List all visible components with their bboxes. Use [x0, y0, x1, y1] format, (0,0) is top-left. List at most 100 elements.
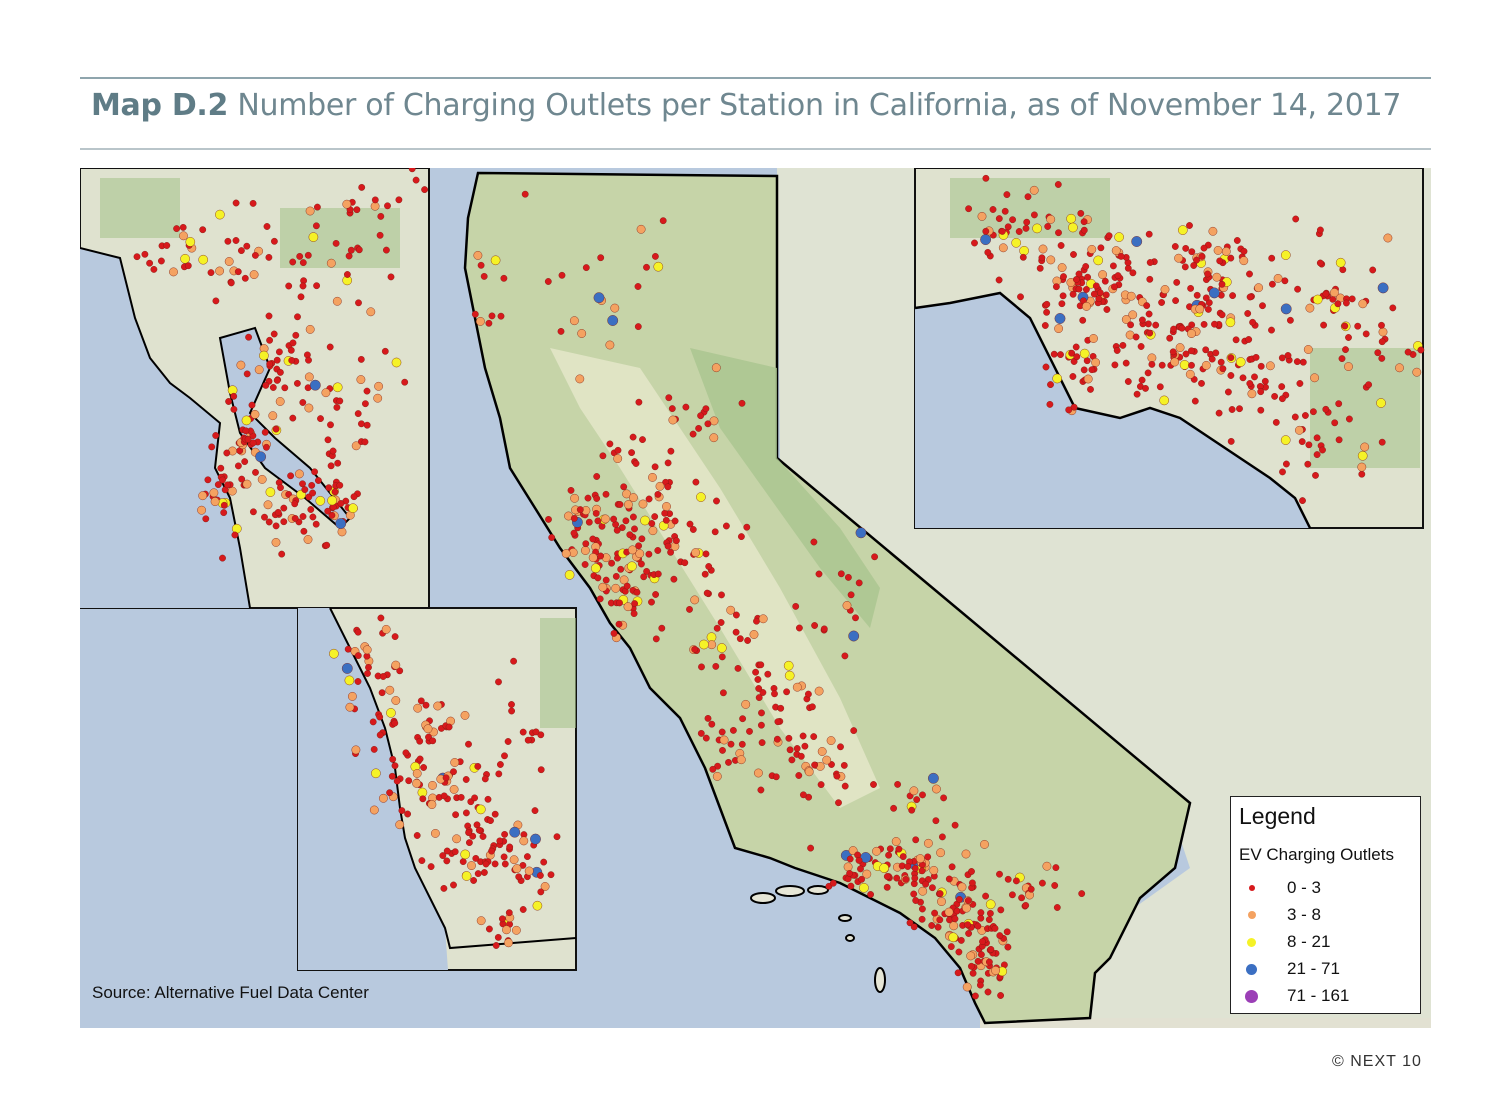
station-dot	[1075, 270, 1083, 278]
station-dot	[1268, 254, 1276, 262]
station-dot	[570, 514, 578, 522]
station-dot	[1348, 295, 1356, 303]
inset-bay-area[interactable]	[80, 168, 430, 609]
station-dot	[204, 476, 212, 484]
station-dot	[597, 552, 604, 560]
station-dot	[487, 817, 494, 824]
station-dot	[949, 921, 959, 931]
station-dot	[1305, 441, 1313, 449]
station-dot	[289, 414, 297, 422]
station-dot	[146, 259, 154, 267]
station-dot	[524, 736, 532, 744]
station-dot	[1272, 418, 1280, 426]
station-dot	[287, 472, 295, 480]
station-dot	[995, 215, 1003, 222]
station-dot	[1009, 216, 1016, 224]
station-dot	[686, 605, 693, 613]
station-dot	[1198, 379, 1205, 387]
station-dot	[613, 454, 623, 463]
station-dot	[353, 206, 361, 214]
station-dot	[332, 382, 343, 393]
station-dot	[354, 678, 362, 685]
station-dot	[1178, 225, 1188, 235]
station-dot	[1279, 468, 1286, 476]
station-dot	[569, 316, 579, 326]
station-dot	[347, 692, 357, 701]
station-dot	[1079, 348, 1090, 359]
station-dot	[833, 772, 841, 780]
station-dot	[1247, 389, 1257, 399]
station-dot	[521, 190, 529, 198]
station-dot	[1204, 270, 1212, 278]
station-dot	[720, 689, 727, 697]
station-dot	[725, 759, 732, 766]
station-dot	[465, 740, 472, 748]
station-dot	[1211, 320, 1218, 328]
station-dot	[439, 852, 447, 859]
station-dot	[743, 523, 751, 531]
station-dot	[1357, 462, 1367, 472]
station-dot	[350, 493, 358, 501]
station-dot	[356, 375, 366, 385]
station-dot	[1335, 436, 1343, 444]
station-dot	[459, 858, 467, 865]
station-dot	[951, 915, 959, 923]
legend-label: 3 - 8	[1287, 905, 1322, 924]
station-dot	[272, 425, 280, 433]
map-canvas[interactable]	[80, 168, 1431, 1028]
station-dot	[508, 701, 515, 708]
station-dot	[822, 755, 832, 765]
station-dot	[274, 508, 282, 516]
station-dot	[867, 891, 874, 898]
legend: Legend EV Charging Outlets 0 - 3 3 - 8 8…	[1230, 796, 1421, 1014]
station-dot	[249, 270, 259, 280]
station-dot	[730, 727, 737, 734]
station-dot	[452, 811, 459, 819]
station-dot	[605, 340, 615, 350]
station-dot	[629, 433, 637, 441]
station-dot	[1138, 376, 1146, 384]
station-dot	[460, 711, 470, 720]
station-dot	[774, 735, 781, 743]
station-dot	[275, 397, 285, 406]
station-dot	[978, 951, 985, 958]
station-dot	[412, 176, 420, 184]
station-dot	[846, 870, 853, 877]
station-dot	[1013, 877, 1020, 885]
station-dot	[1004, 875, 1012, 883]
station-dot	[423, 724, 433, 734]
station-dot	[758, 614, 768, 624]
legend-swatch	[1246, 963, 1257, 975]
station-dot	[1017, 293, 1024, 301]
station-dot	[180, 254, 190, 264]
station-dot	[1378, 327, 1388, 337]
station-dot	[313, 203, 321, 211]
station-dot	[496, 837, 504, 845]
station-dot	[377, 213, 385, 220]
station-dot	[1004, 223, 1012, 231]
station-dot	[1052, 864, 1060, 871]
station-dot	[624, 500, 633, 509]
station-dot	[337, 500, 345, 507]
station-dot	[1132, 333, 1140, 341]
inset-san-diego[interactable]	[297, 607, 577, 971]
station-dot	[1146, 329, 1154, 337]
station-dot	[1142, 384, 1149, 392]
station-dot	[997, 906, 1005, 914]
station-dot	[786, 746, 794, 754]
station-dot	[608, 559, 615, 567]
station-dot	[807, 844, 814, 852]
station-dot	[741, 700, 751, 709]
station-dot	[505, 909, 513, 917]
station-dot	[708, 720, 716, 728]
station-dot	[252, 468, 259, 476]
station-dot	[396, 667, 404, 675]
station-dot	[244, 435, 252, 443]
station-dot	[934, 923, 942, 931]
station-dot	[1239, 374, 1247, 382]
station-dot	[1217, 358, 1225, 366]
station-dot	[309, 489, 317, 497]
inset-los-angeles[interactable]	[914, 168, 1425, 529]
station-dot	[995, 276, 1003, 284]
station-dot	[365, 663, 372, 671]
